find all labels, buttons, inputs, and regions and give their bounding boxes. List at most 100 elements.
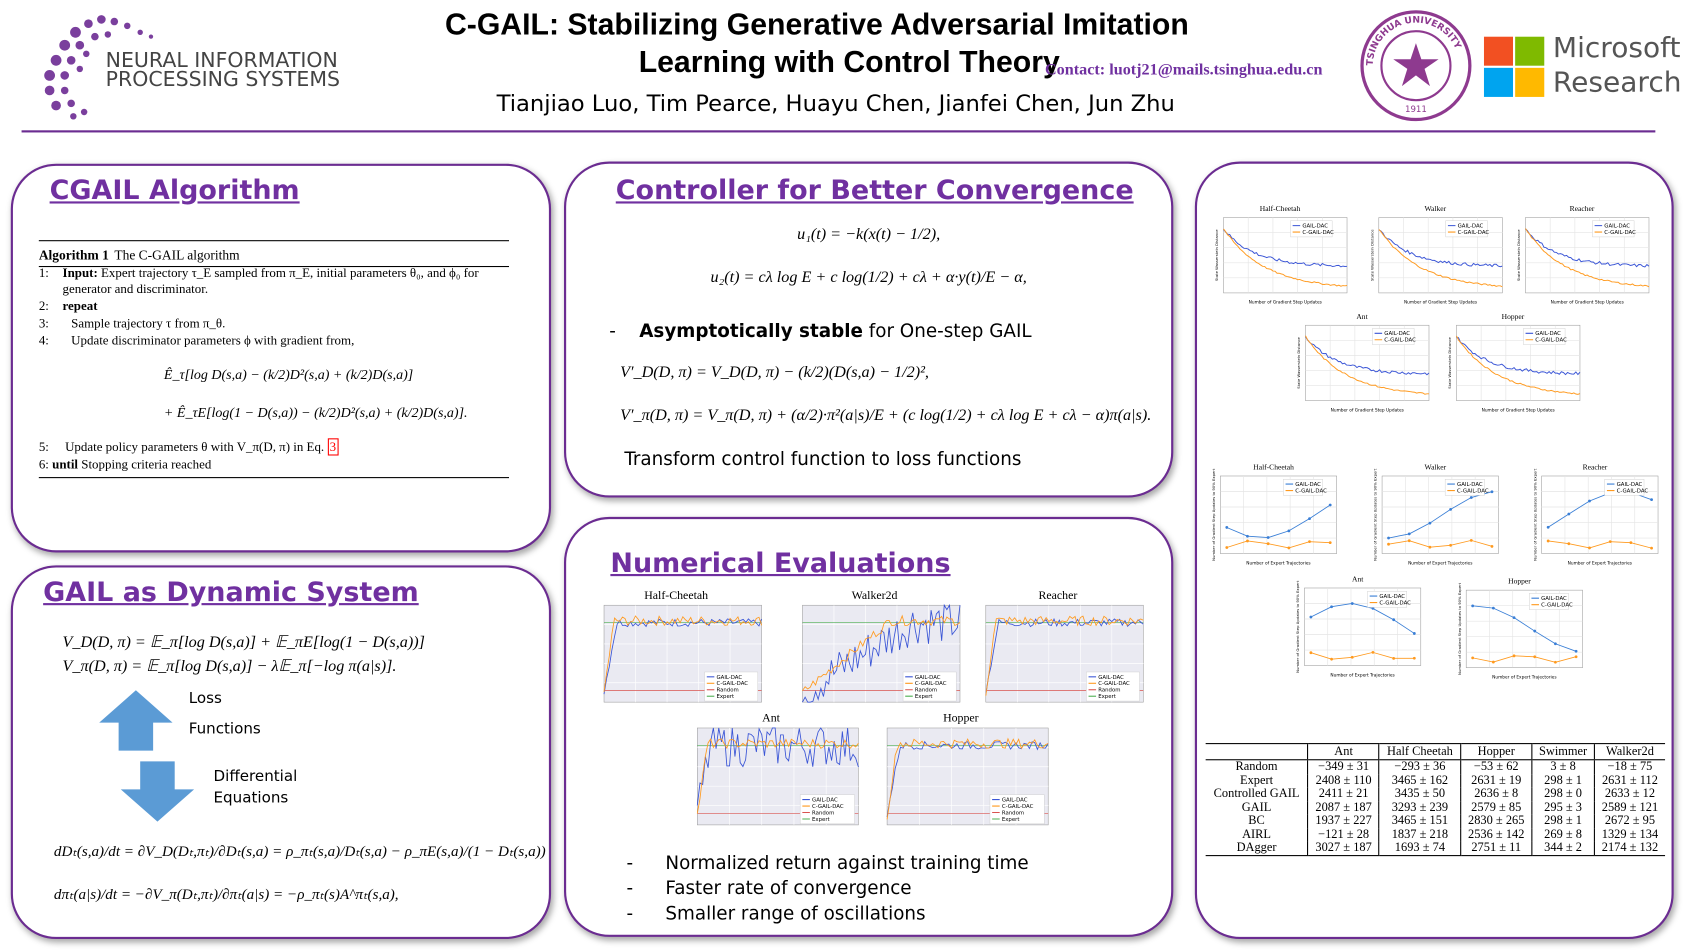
curve [1310, 651, 1415, 660]
row-label: BC [1248, 814, 1265, 828]
note: Transform control function to loss funct… [624, 449, 1022, 471]
table-cell: 2830 ± 265 [1460, 814, 1532, 828]
table-cell: 2174 ± 132 [1593, 841, 1666, 856]
curve [985, 617, 1144, 695]
table-cell: 344 ± 2 [1531, 841, 1595, 856]
line-text: Expert trajectory τ_E sampled from π_E, … [62, 264, 479, 297]
legend-box [1290, 220, 1333, 238]
table-cell: −293 ± 36 [1378, 759, 1461, 774]
legend-label: GAIL-DAC [1098, 675, 1124, 681]
row-label: GAIL [1241, 800, 1272, 814]
legend-label: GAIL-DAC [1295, 482, 1321, 488]
chart-title: Half-Cheetah [1253, 463, 1294, 472]
curve [1472, 605, 1577, 652]
microsoft-logo [1483, 36, 1545, 97]
table-row: Random −349 ± 31 −293 ± 36 −53 ± 62 3 ± 8 −18… [1206, 759, 1666, 774]
legend-label: Expert [812, 817, 830, 823]
legend-box [1592, 220, 1635, 238]
legend-label: C-GAIL-DAC [716, 681, 748, 687]
curve [1223, 229, 1348, 268]
tsinghua-seal: TSINGHUA UNIVERSITY 1911 [1360, 10, 1472, 122]
line-body: Update discriminator parameters ϕ with g… [63, 332, 355, 349]
legend-label: GAIL-DAC [1617, 482, 1643, 488]
x-axis-label: Number of Expert Trajectories [1568, 560, 1633, 566]
algorithm-line: 3: Sample trajectory τ from π_θ. [39, 316, 509, 332]
legend-label: Expert [1098, 694, 1116, 700]
table-cell: −18 ± 75 [1593, 759, 1666, 774]
results-table: Ant Half Cheetah Hopper Swimmer Walker2d Rand… [1205, 743, 1666, 856]
microsoft-text: Microsoft [1552, 32, 1681, 65]
curve [1525, 228, 1650, 268]
header-row: Ant Half Cheetah Hopper Swimmer Walker2d [1205, 743, 1666, 761]
seal-year: 1911 [1405, 105, 1427, 115]
curve [1226, 540, 1331, 549]
table-row: GAIL 2087 ± 187 3293 ± 239 2579 ± 85 295 ± 3… [1206, 800, 1666, 815]
line-text: Stopping criteria reached [81, 456, 212, 472]
chart: Hopper GAIL-DAC C-GAIL-DAC Number of Gradie… [1439, 310, 1588, 413]
results-panel: Half-Cheetah GAIL-DAC C-GAIL-DAC Number of … [1194, 161, 1674, 940]
title-line: Learning with Control Theory [638, 45, 1060, 79]
chart: Ant GAIL-DAC C-GAIL-DAC Number of Gradient … [1288, 310, 1437, 413]
equation: u₁(t) = −k(x(t) − 1/2), [797, 226, 941, 244]
legend-label: C-GAIL-DAC [1002, 804, 1034, 810]
legend-label: GAIL-DAC [1384, 331, 1410, 337]
table-cell: 1693 ± 74 [1378, 841, 1461, 856]
legend-label: Random [716, 688, 738, 694]
authors: Tianjiao Luo, Tim Pearce, Huayu Chen, Ji… [496, 90, 1175, 117]
table-cell: 2408 ± 110 [1307, 773, 1380, 788]
legend-label: Expert [716, 694, 734, 700]
column-header: Swimmer [1531, 743, 1595, 761]
chart-title: Hopper [1508, 577, 1531, 586]
y-axis-label: State Wasserstein Distance [1297, 336, 1301, 388]
x-axis-label: Number of Expert Trajectories [1492, 674, 1557, 680]
legend-box [1444, 479, 1485, 496]
y-axis-label: State Wasserstein Distance [1517, 229, 1521, 281]
table-cell: 2087 ± 187 [1307, 800, 1380, 815]
table-row: Expert 2408 ± 110 3465 ± 162 2631 ± 19 298 ±… [1206, 773, 1666, 788]
chart: Ant GAIL-DAC C-GAIL-DAC Random Expert [674, 711, 868, 838]
equation: V′_D(D, π) = V_D(D, π) − (k/2)(D(s,a) − … [620, 363, 929, 382]
curve [1226, 504, 1331, 539]
bullet-dash: - [626, 877, 634, 900]
legend-label: C-GAIL-DAC [1302, 230, 1334, 236]
arrow-label: Functions [188, 720, 261, 738]
x-axis-label: Number of Gradient Step Updates [1404, 300, 1478, 306]
corner-cell [1205, 743, 1308, 761]
panel-heading: Numerical Evaluations [610, 547, 951, 579]
chart-image: Half-Cheetah GAIL-DACC-GAIL-DACRandomExpe… [603, 588, 762, 703]
chart-title: Walker2d [852, 590, 898, 602]
legend-label: C-GAIL-DAC [1458, 230, 1490, 236]
bullet: - Asymptotically stable for One-step GAI… [609, 320, 1032, 343]
table-cell: 2536 ± 142 [1460, 827, 1532, 842]
chart: Half-Cheetah GAIL-DAC C-GAIL-DAC Number of … [1206, 202, 1355, 306]
caption-label: Algorithm 1 [38, 247, 109, 263]
algorithm-panel: CGAIL Algorithm Algorithm 1 The C-GAIL a… [10, 163, 552, 553]
legend-label: GAIL-DAC [915, 675, 941, 681]
algorithm-caption: Algorithm 1 The C-GAIL algorithm [38, 240, 510, 268]
table-cell: 1837 ± 218 [1378, 827, 1461, 842]
numerical-panel: Numerical Evaluations Half-Cheetah GAIL-D… [564, 516, 1174, 937]
arrow-label: Equations [213, 789, 289, 807]
legend-label: C-GAIL-DAC [1384, 338, 1416, 344]
table-cell: 3465 ± 151 [1378, 814, 1461, 828]
chart-title: Ant [1352, 575, 1364, 584]
curve [886, 737, 1049, 820]
y-axis-label: Number of Gradient Step Updates to 90% E… [1296, 580, 1300, 673]
algorithm-line: 5: Update policy parameters θ with V_π(D… [39, 438, 339, 456]
y-axis-label: State Wasserstein Distance [1215, 229, 1219, 281]
x-axis-label: Number of Gradient Step Updates [1249, 300, 1323, 306]
eq-ref[interactable]: 3 [327, 438, 339, 456]
curve [1548, 540, 1652, 549]
table-cell: 2631 ± 19 [1460, 773, 1532, 788]
line-text: Update discriminator parameters ϕ with g… [71, 332, 355, 348]
curve [696, 737, 859, 814]
equation: dDₜ(s,a)/dt = ∂V_D(Dₜ,πₜ)/∂Dₜ(s,a) = ρ_π… [53, 844, 546, 861]
arrow-label: Differential [213, 767, 298, 786]
curve [985, 615, 1144, 696]
bullet: Smaller range of oscillations [665, 903, 926, 926]
